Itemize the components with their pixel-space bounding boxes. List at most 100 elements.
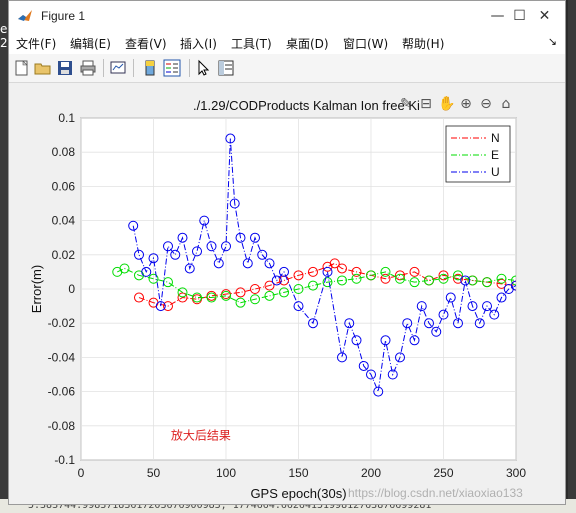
data-point-U — [358, 360, 369, 371]
menu-window[interactable]: 窗口(W) — [343, 37, 389, 51]
menu-insert[interactable]: 插入(I) — [180, 37, 217, 51]
home-icon[interactable]: ⌂ — [501, 96, 511, 112]
data-point-E — [409, 277, 420, 288]
data-point-U — [257, 249, 268, 260]
pointer-icon[interactable] — [195, 59, 213, 77]
toolbar-separator — [103, 59, 104, 77]
data-point-E — [438, 273, 449, 284]
matlab-icon — [18, 10, 32, 21]
data-point-U — [170, 249, 181, 260]
data-point-U — [229, 198, 240, 209]
series-line-N — [138, 262, 516, 307]
brush-icon[interactable]: ✎ — [400, 96, 412, 112]
data-point-N — [163, 301, 173, 312]
data-point-U — [337, 352, 347, 363]
plot-series-group — [112, 133, 516, 397]
watermark-text: https://blog.csdn.net/xiaoxiao133 — [348, 486, 523, 500]
data-point-E — [380, 266, 391, 277]
data-point-N — [250, 284, 260, 294]
data-point-U — [496, 292, 507, 303]
property-inspector-icon[interactable] — [217, 59, 235, 77]
data-point-U — [206, 241, 217, 252]
data-point-U — [293, 301, 304, 312]
data-point-E — [279, 287, 289, 298]
title-bar[interactable]: Figure 1 — ☐ ✕ — [9, 1, 565, 32]
menu-edit[interactable]: 编辑(E) — [70, 37, 111, 51]
data-point-U — [366, 369, 376, 380]
data-point-U — [438, 309, 449, 320]
open-file-icon[interactable] — [34, 59, 52, 77]
save-icon[interactable] — [56, 59, 74, 77]
data-point-E — [453, 270, 463, 281]
data-point-U — [453, 318, 463, 329]
maximize-button[interactable]: ☐ — [513, 8, 526, 24]
menu-help[interactable]: 帮助(H) — [402, 37, 445, 51]
data-point-U — [431, 326, 442, 337]
data-point-U — [467, 301, 478, 312]
y-tick-label: 0 — [68, 282, 75, 296]
zoom-in-icon[interactable]: ⊕ — [460, 96, 472, 112]
menu-view[interactable]: 查看(V) — [125, 37, 167, 51]
data-point-U — [148, 253, 159, 264]
data-point-E — [322, 277, 333, 288]
data-point-U — [395, 352, 405, 363]
menu-file[interactable]: 文件(F) — [16, 37, 57, 51]
y-tick-label: -0.1 — [54, 453, 75, 467]
y-tick-label: -0.04 — [48, 350, 76, 364]
data-point-U — [322, 266, 333, 277]
data-point-E — [308, 280, 318, 291]
toolbar-separator — [189, 59, 190, 77]
legend-icon[interactable] — [163, 59, 181, 77]
print-icon[interactable] — [79, 59, 97, 77]
data-point-E — [395, 273, 405, 284]
menu-bar: 文件(F) 编辑(E) 查看(V) 插入(I) 工具(T) 桌面(D) 窗口(W… — [9, 32, 565, 54]
data-point-U — [213, 258, 224, 269]
error-plot[interactable]: 0 50 100 150 200 250 300 -0.1 -0.08 -0.06 -0.04 -0.… — [9, 83, 565, 504]
y-axis-label: Error(m) — [29, 265, 44, 313]
link-plot-icon[interactable] — [109, 59, 127, 77]
data-point-E — [424, 275, 434, 286]
window-title: Figure 1 — [41, 9, 86, 23]
y-tick-label: 0.06 — [52, 179, 76, 193]
data-point-N — [329, 258, 340, 269]
menu-tools[interactable]: 工具(T) — [231, 37, 272, 51]
figure-canvas: 0 50 100 150 200 250 300 -0.1 -0.08 -0.06 -0.04 -0.… — [9, 83, 565, 504]
data-point-U — [271, 275, 282, 286]
data-tips-icon[interactable]: ⊟ — [420, 96, 432, 112]
y-tick-label: 0.1 — [58, 111, 75, 125]
data-point-E — [192, 292, 202, 303]
data-point-E — [337, 275, 347, 286]
minimize-button[interactable]: — — [490, 8, 505, 24]
zoom-out-icon[interactable]: ⊖ — [480, 96, 492, 112]
x-tick-label: 0 — [78, 466, 85, 480]
series-line-U — [132, 138, 516, 394]
data-point-U — [402, 318, 413, 329]
data-point-U — [474, 318, 485, 329]
data-point-U — [264, 258, 275, 269]
data-point-N — [264, 280, 275, 291]
colorbar-icon[interactable] — [141, 59, 159, 77]
legend-box — [445, 125, 511, 183]
data-point-N — [438, 270, 449, 281]
close-button[interactable]: ✕ — [538, 8, 551, 24]
x-tick-label: 200 — [361, 466, 381, 480]
data-point-N — [308, 266, 318, 277]
y-tick-label: 0.02 — [52, 248, 76, 262]
data-point-N — [496, 278, 507, 289]
data-point-U — [416, 301, 427, 312]
y-tick-label: 0.04 — [52, 214, 76, 228]
data-point-N — [177, 292, 188, 303]
data-point-N — [293, 270, 304, 281]
data-point-U — [199, 215, 210, 226]
menu-desktop[interactable]: 桌面(D) — [286, 37, 329, 51]
new-figure-icon[interactable] — [13, 59, 31, 77]
dock-arrow-icon[interactable]: ↘ — [547, 35, 557, 48]
data-point-N — [351, 266, 362, 277]
pan-icon[interactable]: ✋ — [438, 96, 456, 112]
data-point-E — [366, 270, 376, 281]
data-point-U — [242, 258, 253, 269]
data-point-E — [148, 273, 159, 284]
data-point-U — [128, 220, 139, 231]
data-point-U — [235, 232, 246, 243]
y-tick-label: 0.08 — [52, 145, 76, 159]
